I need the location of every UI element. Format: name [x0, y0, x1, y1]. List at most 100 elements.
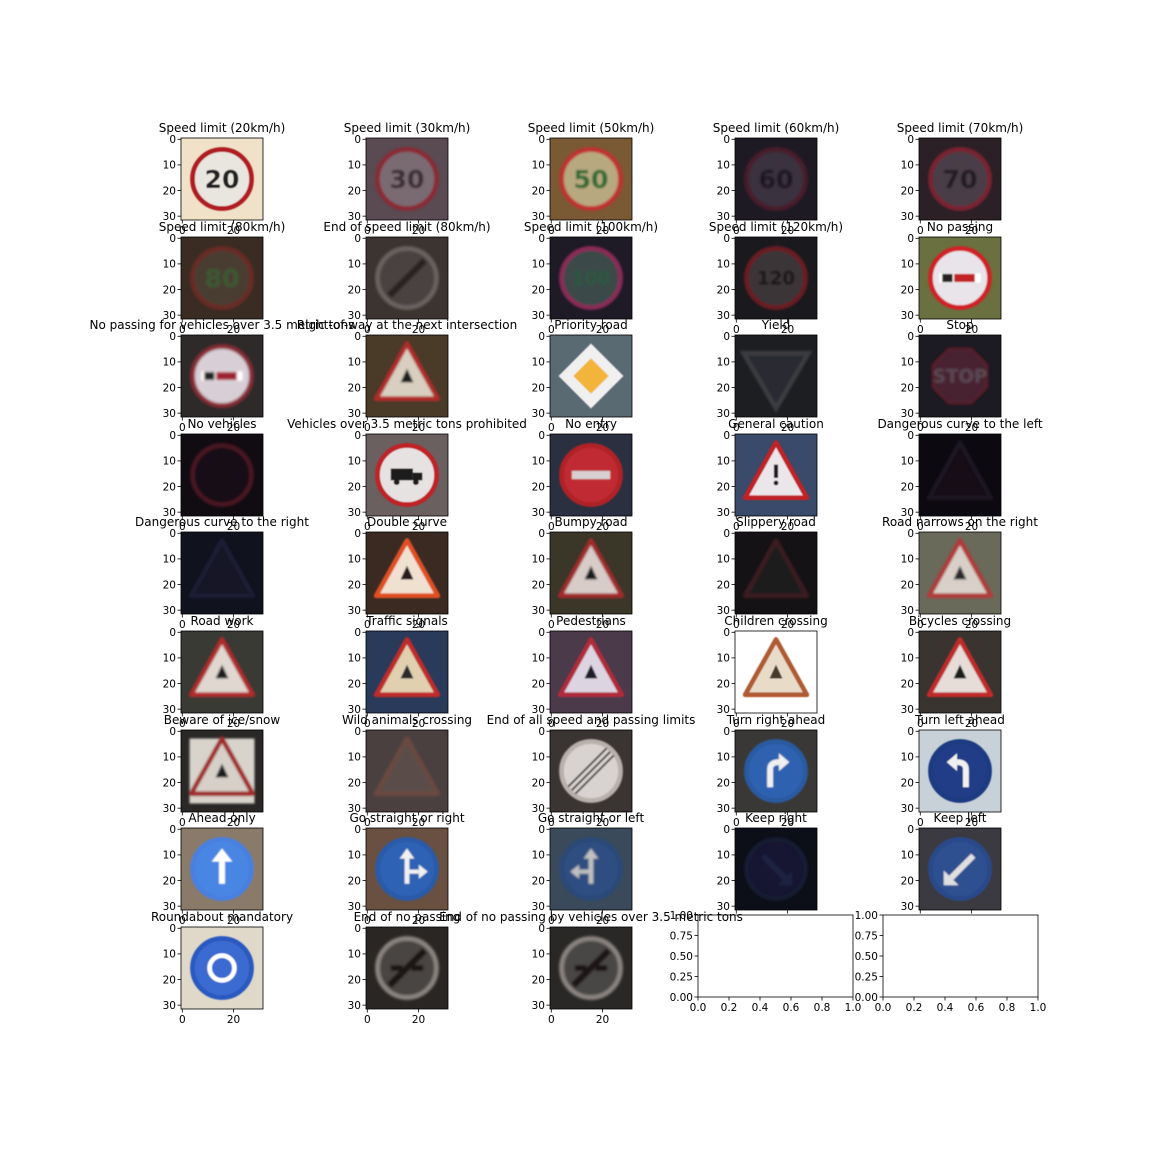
y-tick-label: 20	[901, 185, 914, 197]
sign-symbol-up	[219, 860, 225, 884]
y-tick-label: 0.25	[670, 971, 693, 983]
x-tick-label: 0	[179, 422, 186, 434]
traffic-sign	[373, 341, 441, 402]
y-tick-label: 10	[163, 456, 176, 468]
axes-frame	[549, 729, 633, 813]
x-tick-label: 0	[364, 619, 371, 631]
sign-symbol-nopass	[954, 273, 975, 283]
panel-image: 60	[735, 138, 817, 220]
y-tick-label: 10	[532, 357, 545, 369]
panel-10: 0 20 0 10 20 30	[901, 233, 1002, 336]
panel-image	[735, 730, 817, 812]
panel-44-empty: 0.0 0.2 0.4 0.6 0.8 1.0 0.00 0.25 0.50 0.75 1.00	[670, 910, 862, 1014]
y-tick-label: 20	[163, 974, 176, 986]
panel-37: 0 20 0 10 20 30	[348, 824, 449, 927]
y-tick-label: 10	[163, 259, 176, 271]
panel-33: 0 20 0 10 20 30	[532, 726, 633, 829]
axes-frame	[734, 827, 818, 911]
x-tick-label: 0.2	[906, 1002, 923, 1014]
y-tick-label: 30	[163, 310, 176, 322]
y-tick-label: 0	[169, 233, 176, 245]
x-tick-label: 0	[179, 521, 186, 533]
y-tick-label: 10	[901, 554, 914, 566]
x-tick-label: 0	[548, 718, 555, 730]
panel-42: 0 20 0 10 20 30	[348, 923, 449, 1026]
traffic-sign	[188, 736, 256, 804]
x-tick-label: 0	[548, 422, 555, 434]
y-tick-label: 20	[348, 875, 361, 887]
x-tick-label: 0.6	[783, 1002, 800, 1014]
x-tick-label: 0	[548, 324, 555, 336]
panel-1: 20 0 20 0 10 20 30	[163, 134, 264, 237]
y-tick-label: 30	[901, 211, 914, 223]
y-tick-label: 30	[901, 704, 914, 716]
sign-shape-octagon	[931, 347, 989, 405]
axes-frame	[180, 137, 264, 221]
panel-3: 50 0 20 0 10 20 30	[532, 134, 633, 237]
x-tick-label: 0	[733, 225, 740, 237]
panel-image	[919, 532, 1001, 614]
panel-11: 0 20 0 10 20 30	[163, 331, 264, 434]
y-tick-label: 30	[163, 901, 176, 913]
panel-image	[735, 631, 817, 713]
traffic-sign: STOP	[931, 347, 989, 405]
traffic-sign	[742, 440, 810, 501]
panel-title: General caution	[728, 417, 824, 431]
y-tick-label: 30	[348, 507, 361, 519]
y-tick-label: 30	[532, 803, 545, 815]
x-tick-label: 0	[364, 718, 371, 730]
y-tick-label: 30	[901, 408, 914, 420]
y-tick-label: 10	[348, 752, 361, 764]
y-tick-label: 30	[717, 803, 730, 815]
x-tick-label: 20	[596, 422, 609, 434]
y-tick-label: 20	[532, 579, 545, 591]
panel-title: Double curve	[367, 515, 447, 529]
panel-image	[735, 335, 817, 417]
sign-symbol-!	[773, 464, 779, 478]
axes-frame	[549, 236, 633, 320]
y-tick-label: 20	[532, 481, 545, 493]
y-tick-label: 30	[348, 803, 361, 815]
y-tick-label: 30	[901, 310, 914, 322]
x-tick-label: 0.4	[752, 1002, 769, 1014]
y-tick-label: 0	[723, 331, 730, 343]
x-tick-label: 0	[179, 817, 186, 829]
panel-image	[550, 828, 632, 910]
y-tick-label: 0	[723, 824, 730, 836]
sign-symbol-turnright	[778, 753, 790, 771]
panel-image: 20	[181, 138, 263, 220]
y-tick-label: 30	[901, 803, 914, 815]
y-tick-label: 0	[169, 923, 176, 935]
y-tick-label: 30	[163, 704, 176, 716]
axes-frame	[180, 433, 264, 517]
y-tick-label: 30	[532, 310, 545, 322]
y-tick-label: 30	[717, 901, 730, 913]
y-tick-label: 10	[901, 456, 914, 468]
y-tick-label: 0	[354, 824, 361, 836]
x-tick-label: 0	[733, 422, 740, 434]
y-tick-label: 20	[163, 481, 176, 493]
x-tick-label: 20	[227, 225, 240, 237]
panel-17: 0 20 0 10 20 30	[348, 430, 449, 533]
sign-symbol-diamond	[573, 358, 609, 394]
sign-symbol-endpass	[411, 965, 424, 971]
y-tick-label: 10	[717, 554, 730, 566]
y-tick-label: 20	[532, 284, 545, 296]
panel-title: End of speed limit (80km/h)	[323, 220, 490, 234]
y-tick-label: 20	[163, 185, 176, 197]
axes-frame	[918, 827, 1002, 911]
panel-title: Speed limit (70km/h)	[897, 121, 1024, 135]
x-tick-label: 0	[733, 718, 740, 730]
y-tick-label: 0	[723, 528, 730, 540]
sign-symbol-worker	[215, 664, 229, 679]
traffic-sign	[188, 637, 256, 698]
panel-title: Stop	[946, 318, 973, 332]
sign-symbol-truck	[412, 479, 419, 486]
sign-symbol-nopass	[942, 273, 953, 283]
traffic-sign: 70	[928, 147, 992, 211]
panel-title: No passing	[927, 220, 993, 234]
traffic-sign	[928, 837, 992, 901]
sign-shape-circle	[928, 147, 992, 211]
